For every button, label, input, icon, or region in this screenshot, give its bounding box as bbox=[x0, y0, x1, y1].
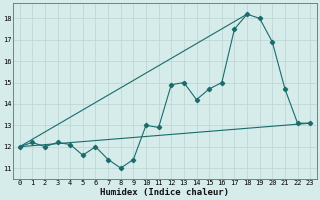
X-axis label: Humidex (Indice chaleur): Humidex (Indice chaleur) bbox=[100, 188, 229, 197]
